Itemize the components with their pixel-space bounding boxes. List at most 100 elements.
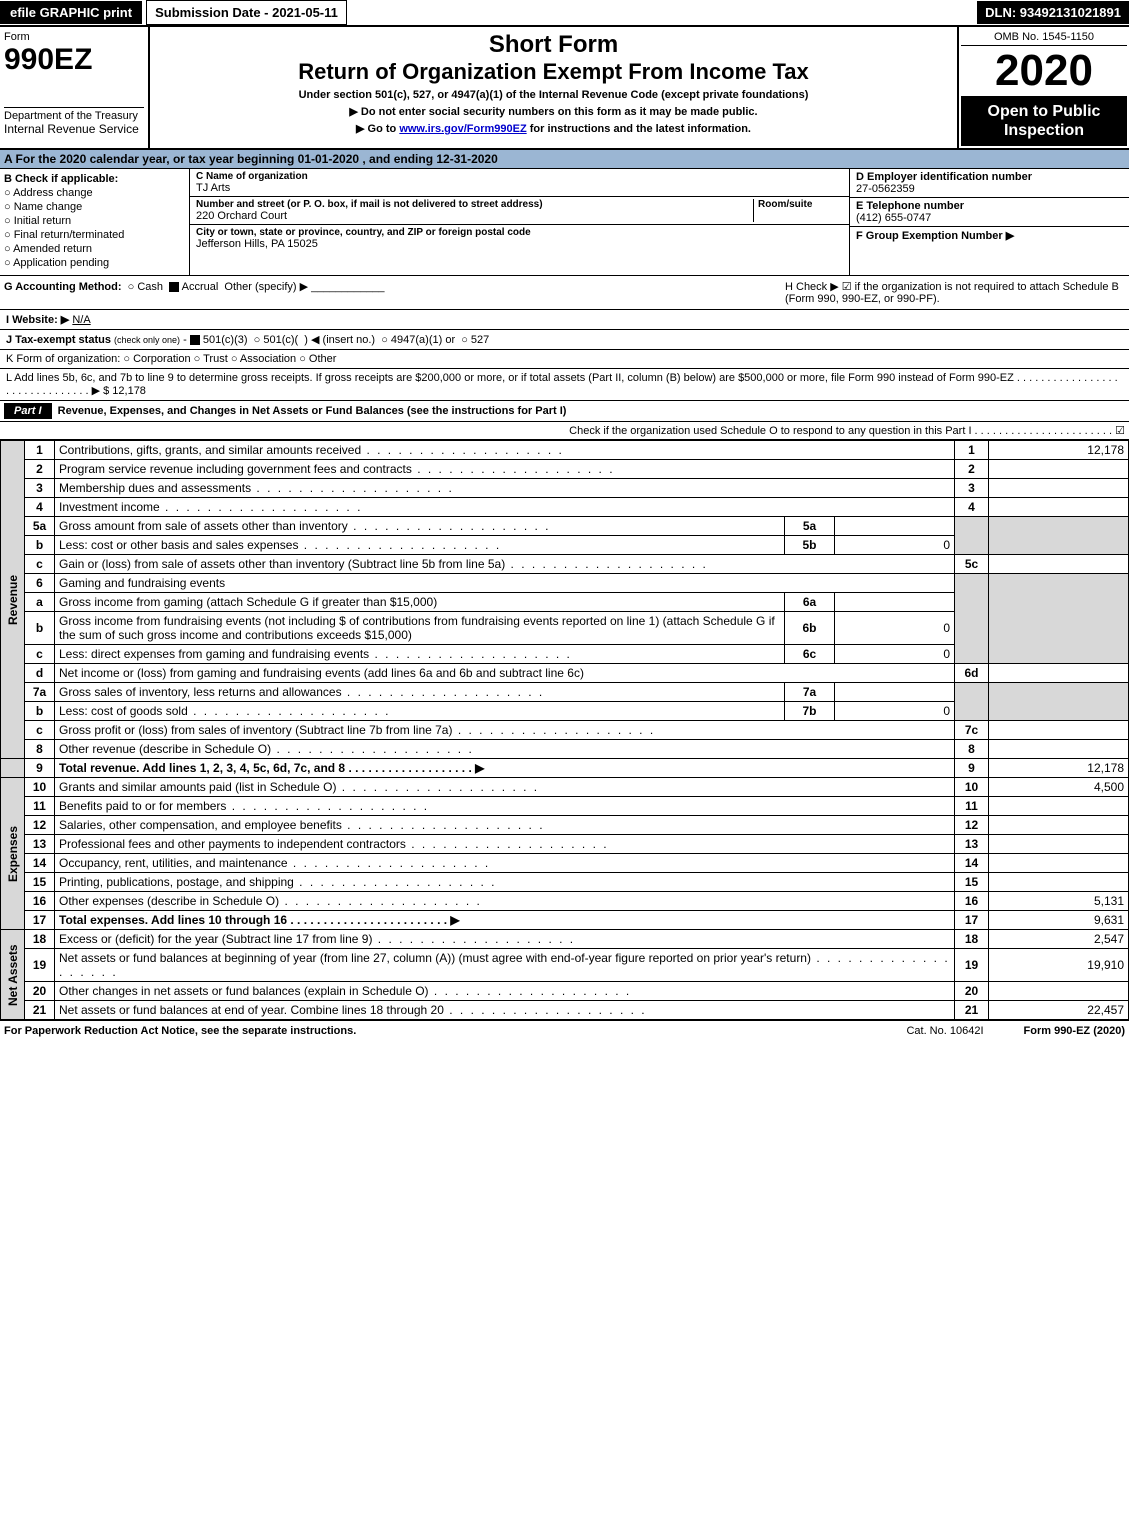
l1-amt: 12,178 [989,441,1129,460]
l15-num: 15 [25,873,55,892]
j-501c3-check[interactable] [190,335,200,345]
g-cash[interactable]: Cash [137,281,163,293]
f-label: F Group Exemption Number ▶ [856,229,1123,242]
l18-amt: 2,547 [989,930,1129,949]
box-l: L Add lines 5b, 6c, and 7b to line 9 to … [0,369,1129,401]
l7b-desc: Less: cost of goods sold [55,702,785,721]
irs-label: Internal Revenue Service [4,122,144,136]
l19-box: 19 [955,949,989,982]
l6c-ia: 0 [835,645,955,664]
city-value: Jefferson Hills, PA 15025 [196,238,843,250]
part1-check-text: Check if the organization used Schedule … [569,424,1125,437]
l11-box: 11 [955,797,989,816]
l5b-ib: 5b [785,536,835,555]
goto-line: ▶ Go to www.irs.gov/Form990EZ for instru… [158,122,949,135]
l17-amt: 9,631 [989,911,1129,930]
l13-box: 13 [955,835,989,854]
box-b-label: B Check if applicable: [4,173,185,185]
l10-amt: 4,500 [989,778,1129,797]
l13-amt [989,835,1129,854]
l6c-num: c [25,645,55,664]
l7ab-shade-amt [989,683,1129,721]
l15-amt [989,873,1129,892]
cb-initial-return[interactable]: Initial return [4,215,185,227]
short-form-title: Short Form [158,31,949,59]
form-ref: Form 990-EZ (2020) [1024,1025,1125,1037]
cb-name-change[interactable]: Name change [4,201,185,213]
box-h: H Check ▶ ☑ if the organization is not r… [785,280,1125,305]
cb-amended-return[interactable]: Amended return [4,243,185,255]
l5c-amt [989,555,1129,574]
efile-print-button[interactable]: efile GRAPHIC print [0,1,142,24]
l9-amt: 12,178 [989,759,1129,778]
netassets-side-label: Net Assets [1,930,25,1020]
l16-box: 16 [955,892,989,911]
g-accrual-check[interactable] [169,282,179,292]
l6-shade [955,574,989,664]
g-accrual: Accrual [182,281,219,293]
l12-num: 12 [25,816,55,835]
l4-num: 4 [25,498,55,517]
dln-label: DLN: 93492131021891 [977,1,1129,24]
l7a-ib: 7a [785,683,835,702]
l8-box: 8 [955,740,989,759]
l7c-desc: Gross profit or (loss) from sales of inv… [55,721,955,740]
l4-amt [989,498,1129,517]
l5b-num: b [25,536,55,555]
l6b-num: b [25,612,55,645]
top-bar: efile GRAPHIC print Submission Date - 20… [0,0,1129,27]
submission-date-button[interactable]: Submission Date - 2021-05-11 [146,0,347,25]
cb-application-pending[interactable]: Application pending [4,257,185,269]
l6b-ib: 6b [785,612,835,645]
l1-desc: Contributions, gifts, grants, and simila… [55,441,955,460]
g-other[interactable]: Other (specify) ▶ [224,281,308,293]
l3-amt [989,479,1129,498]
box-g: G Accounting Method: ○ Cash Accrual Othe… [4,280,785,305]
d-label: D Employer identification number [856,171,1123,183]
l5c-box: 5c [955,555,989,574]
l14-num: 14 [25,854,55,873]
cb-final-return[interactable]: Final return/terminated [4,229,185,241]
street-label: Number and street (or P. O. box, if mail… [196,199,753,210]
part1-label: Part I [4,403,52,419]
l5a-num: 5a [25,517,55,536]
l4-desc: Investment income [55,498,955,517]
goto-pre: ▶ Go to [356,123,399,135]
l11-amt [989,797,1129,816]
l19-num: 19 [25,949,55,982]
l9-num: 9 [25,759,55,778]
form-number: 990EZ [4,43,144,77]
l7c-num: c [25,721,55,740]
cb-address-change[interactable]: Address change [4,187,185,199]
l1-box: 1 [955,441,989,460]
l6b-ia: 0 [835,612,955,645]
l7ab-shade [955,683,989,721]
l6-desc: Gaming and fundraising events [55,574,955,593]
box-c: C Name of organization TJ Arts Number an… [190,169,849,275]
l10-box: 10 [955,778,989,797]
l12-box: 12 [955,816,989,835]
l15-box: 15 [955,873,989,892]
l9-box: 9 [955,759,989,778]
l17-num: 17 [25,911,55,930]
l2-box: 2 [955,460,989,479]
box-b: B Check if applicable: Address change Na… [0,169,190,275]
header-center: Short Form Return of Organization Exempt… [150,27,959,148]
form-header: Form 990EZ Department of the Treasury In… [0,27,1129,150]
l20-num: 20 [25,982,55,1001]
tax-year: 2020 [961,46,1127,96]
l2-num: 2 [25,460,55,479]
form-word: Form [4,31,144,43]
l3-num: 3 [25,479,55,498]
pra-notice: For Paperwork Reduction Act Notice, see … [4,1025,356,1037]
l12-amt [989,816,1129,835]
city-label: City or town, state or province, country… [196,227,843,238]
page-footer: For Paperwork Reduction Act Notice, see … [0,1020,1129,1041]
l21-amt: 22,457 [989,1001,1129,1020]
l14-amt [989,854,1129,873]
l7c-box: 7c [955,721,989,740]
l20-desc: Other changes in net assets or fund bala… [55,982,955,1001]
irs-link[interactable]: www.irs.gov/Form990EZ [399,123,526,135]
l16-amt: 5,131 [989,892,1129,911]
l15-desc: Printing, publications, postage, and shi… [55,873,955,892]
